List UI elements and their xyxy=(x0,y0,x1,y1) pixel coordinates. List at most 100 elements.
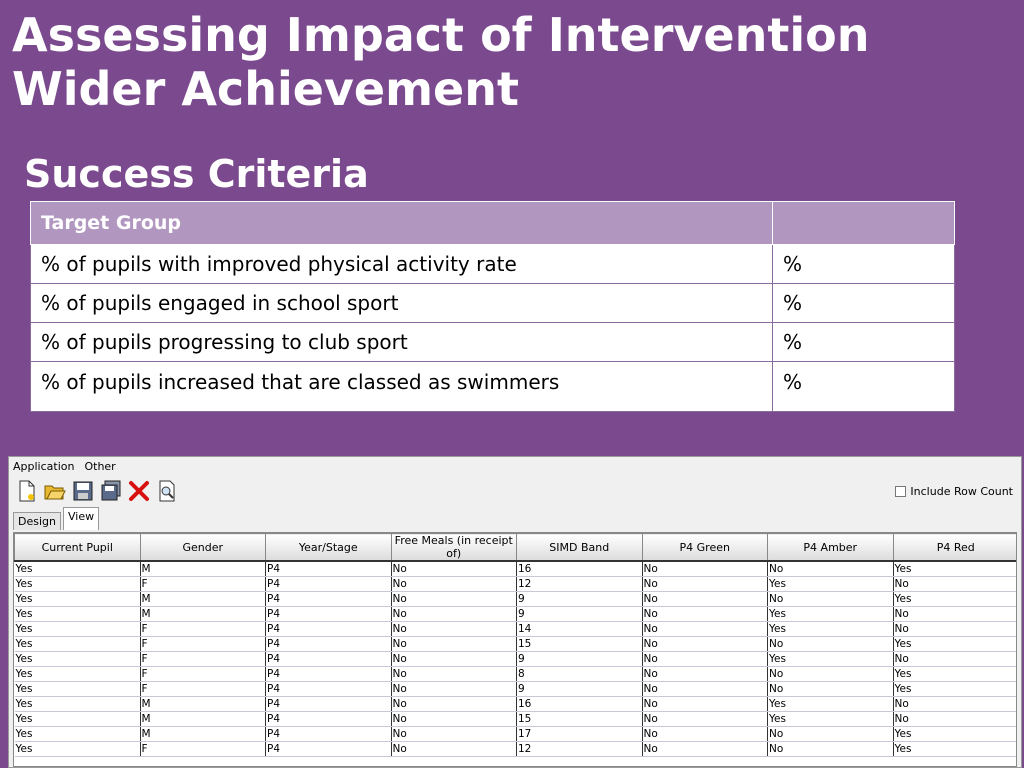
grid-cell-year-stage[interactable]: P4 xyxy=(265,696,392,712)
grid-cell-free-meals[interactable]: No xyxy=(391,741,517,757)
grid-row[interactable]: Yes M P4 No 17 No No Yes xyxy=(14,726,1016,742)
grid-cell-free-meals[interactable]: No xyxy=(391,561,517,577)
grid-cell-simd-band[interactable]: 12 xyxy=(516,741,643,757)
new-document-icon[interactable] xyxy=(15,479,39,503)
grid-cell-p4-green[interactable]: No xyxy=(642,561,768,577)
grid-cell-simd-band[interactable]: 9 xyxy=(516,606,643,622)
column-header-year-stage[interactable]: Year/Stage xyxy=(265,533,392,562)
include-row-count-option[interactable]: Include Row Count xyxy=(895,485,1013,498)
grid-cell-p4-amber[interactable]: No xyxy=(767,726,894,742)
grid-cell-free-meals[interactable]: No xyxy=(391,636,517,652)
grid-cell-simd-band[interactable]: 15 xyxy=(516,636,643,652)
grid-cell-current-pupil[interactable]: Yes xyxy=(14,576,141,592)
grid-cell-current-pupil[interactable]: Yes xyxy=(14,696,141,712)
grid-cell-current-pupil[interactable]: Yes xyxy=(14,561,141,577)
print-preview-icon[interactable] xyxy=(155,479,179,503)
grid-cell-p4-red[interactable]: No xyxy=(893,711,1016,727)
grid-cell-gender[interactable]: F xyxy=(140,576,266,592)
grid-row[interactable]: Yes F P4 No 8 No No Yes xyxy=(14,666,1016,682)
grid-cell-gender[interactable]: M xyxy=(140,696,266,712)
grid-cell-p4-red[interactable]: No xyxy=(893,606,1016,622)
column-header-gender[interactable]: Gender xyxy=(139,533,266,562)
grid-cell-simd-band[interactable]: 12 xyxy=(516,576,643,592)
tab-view[interactable]: View xyxy=(62,507,100,530)
grid-cell-p4-green[interactable]: No xyxy=(642,741,768,757)
grid-cell-p4-amber[interactable]: Yes xyxy=(767,696,894,712)
grid-cell-simd-band[interactable]: 8 xyxy=(516,666,643,682)
grid-cell-year-stage[interactable]: P4 xyxy=(265,651,392,667)
grid-cell-gender[interactable]: M xyxy=(140,561,266,577)
grid-cell-p4-red[interactable]: Yes xyxy=(893,741,1016,757)
grid-cell-p4-red[interactable]: Yes xyxy=(893,591,1016,607)
grid-cell-p4-amber[interactable]: Yes xyxy=(767,651,894,667)
grid-cell-gender[interactable]: F xyxy=(140,681,266,697)
save-all-icon[interactable] xyxy=(99,479,123,503)
grid-cell-year-stage[interactable]: P4 xyxy=(265,636,392,652)
grid-cell-p4-red[interactable]: Yes xyxy=(893,726,1016,742)
grid-cell-p4-red[interactable]: Yes xyxy=(893,561,1016,577)
grid-cell-p4-red[interactable]: Yes xyxy=(893,666,1016,682)
grid-cell-p4-amber[interactable]: Yes xyxy=(767,711,894,727)
grid-cell-year-stage[interactable]: P4 xyxy=(265,741,392,757)
grid-row[interactable]: Yes F P4 No 9 No No Yes xyxy=(14,681,1016,697)
grid-cell-gender[interactable]: F xyxy=(140,651,266,667)
grid-cell-p4-amber[interactable]: No xyxy=(767,681,894,697)
grid-cell-gender[interactable]: M xyxy=(140,591,266,607)
grid-cell-free-meals[interactable]: No xyxy=(391,576,517,592)
grid-cell-year-stage[interactable]: P4 xyxy=(265,726,392,742)
grid-cell-free-meals[interactable]: No xyxy=(391,651,517,667)
grid-row[interactable]: Yes M P4 No 9 No Yes No xyxy=(14,606,1016,622)
grid-cell-free-meals[interactable]: No xyxy=(391,696,517,712)
grid-cell-p4-amber[interactable]: Yes xyxy=(767,621,894,637)
grid-cell-free-meals[interactable]: No xyxy=(391,681,517,697)
menu-application[interactable]: Application xyxy=(13,459,75,473)
grid-cell-p4-amber[interactable]: No xyxy=(767,636,894,652)
column-header-p4-amber[interactable]: P4 Amber xyxy=(767,533,894,562)
grid-cell-p4-green[interactable]: No xyxy=(642,576,768,592)
column-header-free-meals[interactable]: Free Meals (in receipt of) xyxy=(390,533,517,562)
grid-cell-p4-green[interactable]: No xyxy=(642,726,768,742)
grid-cell-p4-red[interactable]: No xyxy=(893,621,1016,637)
include-row-count-checkbox[interactable] xyxy=(895,486,907,497)
grid-cell-p4-green[interactable]: No xyxy=(642,711,768,727)
grid-cell-free-meals[interactable]: No xyxy=(391,711,517,727)
grid-cell-simd-band[interactable]: 16 xyxy=(516,561,643,577)
grid-cell-current-pupil[interactable]: Yes xyxy=(14,726,141,742)
grid-cell-current-pupil[interactable]: Yes xyxy=(14,666,141,682)
grid-cell-year-stage[interactable]: P4 xyxy=(265,576,392,592)
grid-cell-current-pupil[interactable]: Yes xyxy=(14,681,141,697)
grid-cell-simd-band[interactable]: 9 xyxy=(516,651,643,667)
grid-cell-year-stage[interactable]: P4 xyxy=(265,561,392,577)
grid-cell-gender[interactable]: F xyxy=(140,636,266,652)
grid-cell-gender[interactable]: F xyxy=(140,621,266,637)
grid-row[interactable]: Yes F P4 No 15 No No Yes xyxy=(14,636,1016,652)
grid-cell-simd-band[interactable]: 9 xyxy=(516,681,643,697)
grid-cell-p4-amber[interactable]: No xyxy=(767,561,894,577)
grid-cell-p4-red[interactable]: Yes xyxy=(893,681,1016,697)
menu-other[interactable]: Other xyxy=(84,459,116,473)
grid-row[interactable]: Yes F P4 No 12 No Yes No xyxy=(14,576,1016,592)
grid-cell-year-stage[interactable]: P4 xyxy=(265,621,392,637)
grid-cell-p4-green[interactable]: No xyxy=(642,621,768,637)
grid-row[interactable]: Yes F P4 No 14 No Yes No xyxy=(14,621,1016,637)
grid-cell-p4-green[interactable]: No xyxy=(642,696,768,712)
grid-cell-p4-red[interactable]: No xyxy=(893,651,1016,667)
grid-cell-p4-green[interactable]: No xyxy=(642,636,768,652)
grid-cell-simd-band[interactable]: 15 xyxy=(516,711,643,727)
column-header-p4-green[interactable]: P4 Green xyxy=(641,533,768,562)
grid-cell-p4-amber[interactable]: No xyxy=(767,741,894,757)
grid-row[interactable]: Yes F P4 No 12 No No Yes xyxy=(14,741,1016,757)
grid-cell-p4-amber[interactable]: Yes xyxy=(767,606,894,622)
grid-cell-year-stage[interactable]: P4 xyxy=(265,666,392,682)
data-grid-container[interactable]: Current Pupil Gender Year/Stage Free Mea… xyxy=(13,532,1017,767)
grid-row[interactable]: Yes M P4 No 16 No Yes No xyxy=(14,696,1016,712)
grid-cell-year-stage[interactable]: P4 xyxy=(265,591,392,607)
grid-cell-current-pupil[interactable]: Yes xyxy=(14,621,141,637)
grid-cell-current-pupil[interactable]: Yes xyxy=(14,711,141,727)
grid-cell-year-stage[interactable]: P4 xyxy=(265,606,392,622)
grid-row[interactable]: Yes M P4 No 16 No No Yes xyxy=(14,561,1016,577)
grid-cell-simd-band[interactable]: 9 xyxy=(516,591,643,607)
grid-cell-simd-band[interactable]: 14 xyxy=(516,621,643,637)
grid-cell-free-meals[interactable]: No xyxy=(391,591,517,607)
grid-cell-p4-green[interactable]: No xyxy=(642,591,768,607)
